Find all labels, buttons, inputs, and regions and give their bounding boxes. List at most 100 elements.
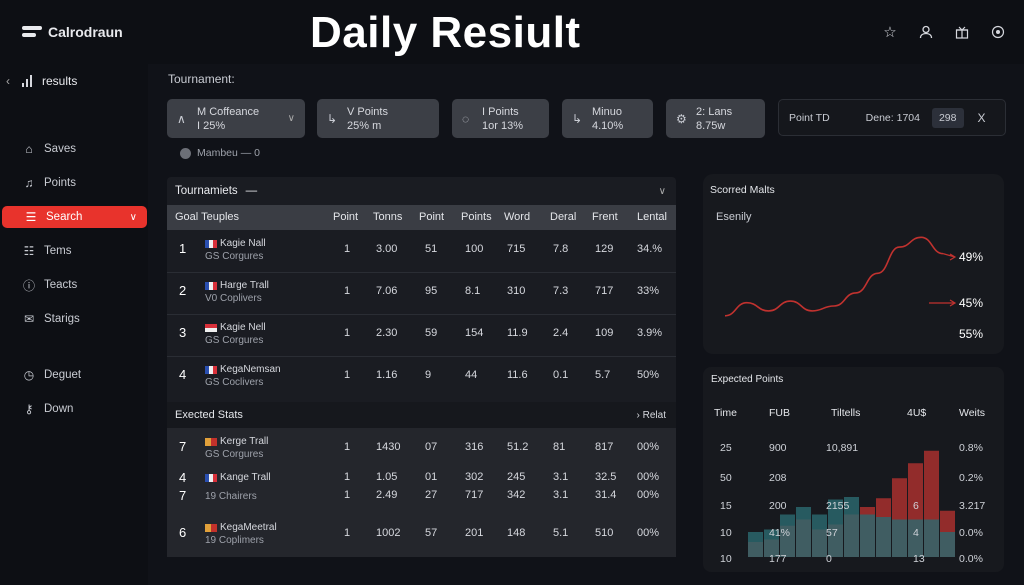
filter-number[interactable]: 298 xyxy=(931,107,964,128)
bar-teal-7 xyxy=(844,497,859,557)
team-name: Harge Trall xyxy=(220,280,269,291)
table-column-header: Goal Teuples Point Tonns Point Points Wo… xyxy=(167,205,676,230)
star-icon[interactable]: ☆ xyxy=(883,24,897,41)
cell-tonns: 1.16 xyxy=(376,369,398,381)
mail-icon: ✉ xyxy=(23,312,35,326)
filter-chip-i-points[interactable]: ◌ I Points 1or 13% xyxy=(452,99,549,138)
back-icon[interactable]: ‹ xyxy=(6,74,10,88)
column-header[interactable]: Frent xyxy=(592,211,618,223)
table-row[interactable]: 1 Kagie Nall GS Corgures 1 3.00 51 100 71… xyxy=(167,230,676,271)
cell-tonns: 2.49 xyxy=(376,489,398,501)
settings-icon[interactable] xyxy=(990,24,1006,40)
panel-title: Scorred Malts xyxy=(710,184,775,196)
table-row[interactable]: 4 Kange Trall 1 1.05 01 302 245 3.1 32.5… xyxy=(167,468,676,486)
table-row[interactable]: 4 KegaNemsan GS Coclivers 1 1.16 9 44 11.… xyxy=(167,356,676,397)
phone-icon: ↳ xyxy=(572,111,583,126)
app-logo[interactable]: Calrodraun xyxy=(22,24,123,40)
column-header[interactable]: Point xyxy=(419,211,445,223)
cell-frent: 109 xyxy=(595,327,614,339)
section-link[interactable]: › Relat xyxy=(636,409,666,421)
chip-value: I 25% xyxy=(197,119,226,132)
team-name: Kagie Nall xyxy=(220,238,266,249)
sidebar-item-deguet[interactable]: ◷ Deguet xyxy=(0,364,148,386)
sidebar-item-label: Points xyxy=(44,177,76,189)
chat-icon: ◌ xyxy=(462,111,470,126)
gear-icon: ⚙ xyxy=(676,111,687,126)
sidebar-item-saves[interactable]: ⌂ Saves xyxy=(0,138,148,160)
table-row[interactable]: 2 Harge Trall V0 Coplivers 1 7.06 95 8.1 … xyxy=(167,272,676,313)
filter-chip-minuo[interactable]: ↳ Minuo 4.10% xyxy=(562,99,653,138)
table-row[interactable]: 7 19 Chairers 1 2.49 27 717 342 3.1 31.4… xyxy=(167,486,676,508)
table-row[interactable]: 6 KegaMeetral 19 Coplimers 1 1002 57 201 … xyxy=(167,514,676,555)
gift-icon[interactable] xyxy=(954,24,970,40)
cell-tonns: 1002 xyxy=(376,527,401,539)
flag-icon xyxy=(205,473,217,482)
sidebar-item-search[interactable]: ☰ Search ∨ xyxy=(2,206,147,228)
cell-deral: 5.1 xyxy=(553,527,569,539)
table-row[interactable]: 3 Kagie Nell GS Corgures 1 2.30 59 154 11… xyxy=(167,314,676,355)
sidebar-item-points[interactable]: ♫ Points xyxy=(0,172,148,194)
sidebar: ‹ results ⌂ Saves ♫ Points ☰ Search ∨ ☷ … xyxy=(0,64,148,585)
sidebar-item-tems[interactable]: ☷ Tems xyxy=(0,240,148,262)
sidebar-item-label: Teacts xyxy=(44,279,78,291)
column-header: 4U$ xyxy=(907,407,927,419)
sidebar-item-teacts[interactable]: ⓘ Teacts xyxy=(0,274,148,296)
cell-point: 1 xyxy=(344,441,351,453)
column-header[interactable]: Point xyxy=(333,211,359,223)
cell-deral: 81 xyxy=(553,441,566,453)
cell-points: 154 xyxy=(465,327,484,339)
filter-chip-coffeance[interactable]: ∧ M Coffeance I 25% ∨ xyxy=(167,99,305,138)
row-rank: 3 xyxy=(179,325,187,340)
sidebar-item-label: Starigs xyxy=(44,313,80,325)
close-icon[interactable]: X xyxy=(977,110,986,125)
expected-cell: 10,891 xyxy=(826,442,859,454)
team-name: KegaMeetral xyxy=(220,522,277,533)
sidebar-item-label: Down xyxy=(44,403,74,415)
flag-icon xyxy=(205,437,217,446)
column-header[interactable]: Points xyxy=(461,211,492,223)
user-icon[interactable] xyxy=(918,24,934,40)
menu-icon: ☰ xyxy=(25,210,37,224)
chevron-down-icon[interactable]: ∨ xyxy=(658,185,666,197)
expected-cell: 41% xyxy=(769,527,791,539)
sidebar-header[interactable]: ‹ results xyxy=(0,70,148,92)
tournament-table-panel: Tournamiets — ∨ Goal Teuples Point Tonns… xyxy=(167,177,676,557)
flag-icon xyxy=(205,523,217,532)
cell-lental: 00% xyxy=(637,441,660,453)
cell-deral: 3.1 xyxy=(553,471,569,483)
sidebar-item-starigs[interactable]: ✉ Starigs xyxy=(0,308,148,330)
app-name: Calrodraun xyxy=(48,24,123,40)
cell-point2: 9 xyxy=(425,369,432,381)
arrow-icon xyxy=(942,253,957,261)
filter-chip-lans[interactable]: ⚙ 2: Lans 8.75w xyxy=(666,99,765,138)
expected-cell: 2155 xyxy=(826,500,850,512)
cell-lental: 00% xyxy=(637,489,660,501)
bar-teal-11 xyxy=(908,519,923,557)
expected-cell: 0.2% xyxy=(959,472,983,484)
cell-tonns: 1430 xyxy=(376,441,401,453)
logo-icon xyxy=(22,24,42,40)
cell-word: 148 xyxy=(507,527,526,539)
cell-point: 1 xyxy=(344,327,351,339)
column-header[interactable]: Lental xyxy=(637,211,667,223)
page-headline: Daily Resiult xyxy=(310,8,581,57)
filter-chip-v-points[interactable]: ↳ V Points 25% m xyxy=(317,99,439,138)
column-header: Time xyxy=(714,407,737,419)
point-filter[interactable]: Point TD Dene: 1704 298 X xyxy=(778,99,1006,136)
sidebar-item-down[interactable]: ⚷ Down xyxy=(0,398,148,420)
filter-value: Dene: 1704 xyxy=(865,111,920,124)
cell-lental: 00% xyxy=(637,471,660,483)
row-divider xyxy=(167,272,676,273)
column-header[interactable]: Deral xyxy=(550,211,577,223)
cell-points: 717 xyxy=(465,489,484,501)
column-header[interactable]: Goal Teuples xyxy=(175,211,240,223)
expected-cell: 0 xyxy=(826,553,832,565)
expected-cell: 177 xyxy=(769,553,787,565)
column-header[interactable]: Word xyxy=(504,211,531,223)
row-rank: 6 xyxy=(179,525,187,540)
cell-points: 302 xyxy=(465,471,484,483)
column-header[interactable]: Tonns xyxy=(373,211,403,223)
member-toggle[interactable]: Mambeu — 0 xyxy=(180,147,260,159)
table-row[interactable]: 7 Kerge Trall GS Corgures 1 1430 07 316 5… xyxy=(167,428,676,469)
cell-tonns: 2.30 xyxy=(376,327,398,339)
